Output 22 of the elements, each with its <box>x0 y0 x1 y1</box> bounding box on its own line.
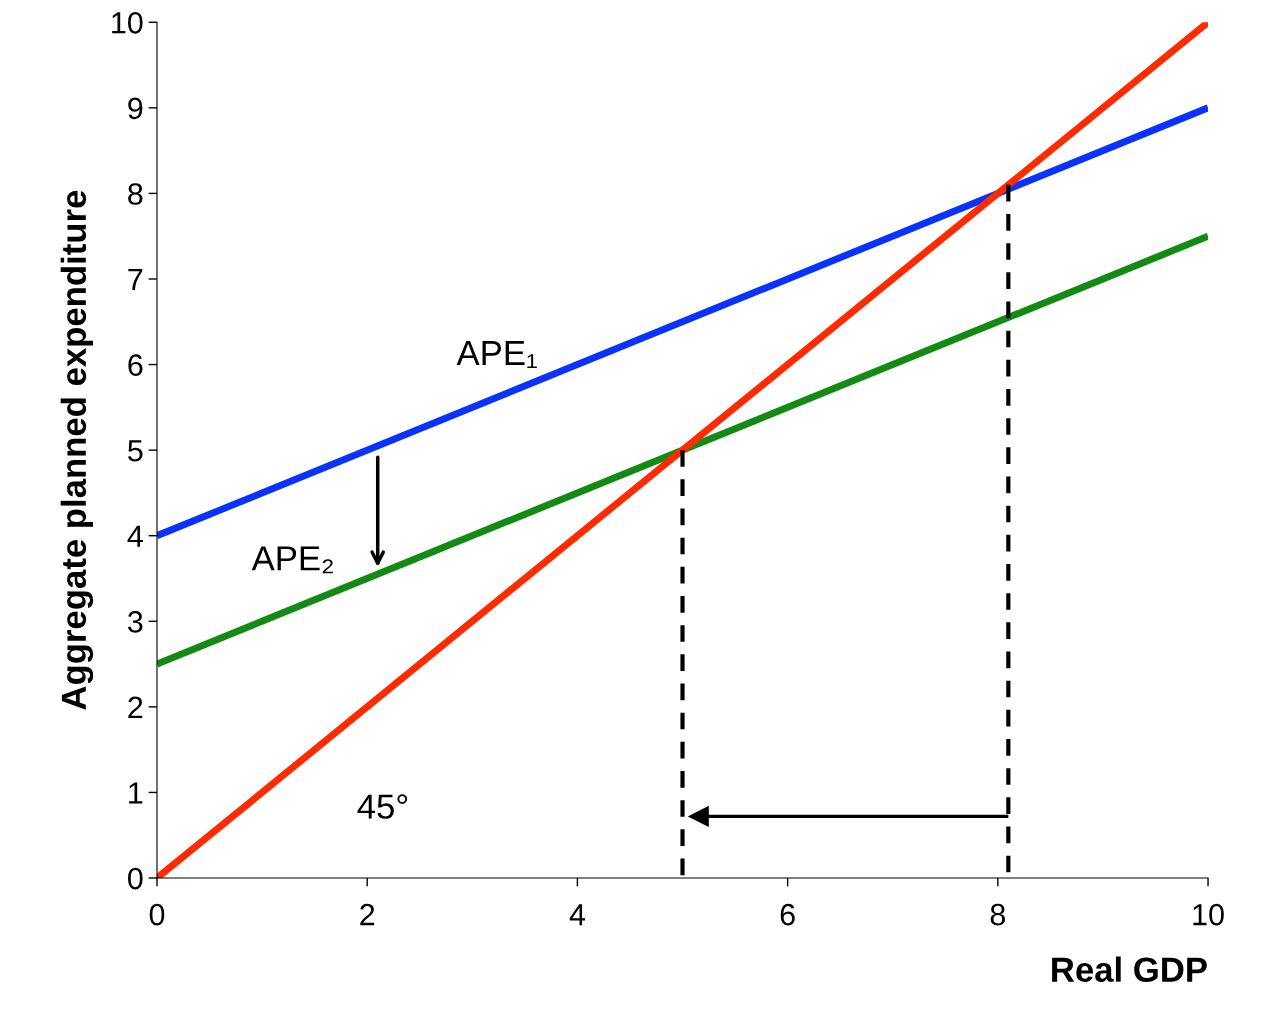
x-tick-label: 0 <box>149 903 165 926</box>
y-tick-label: 1 <box>129 782 143 804</box>
y-tick-label: 8 <box>128 183 143 205</box>
y-tick-label: 3 <box>127 611 143 633</box>
y-tick-label: 7 <box>128 269 143 291</box>
annotation: APE₁ <box>456 341 537 368</box>
y-tick-label: 6 <box>128 354 143 376</box>
annotation: 45° <box>357 794 408 819</box>
x-tick-label: 6 <box>780 903 795 926</box>
x-tick-label: 2 <box>360 903 375 926</box>
y-axis-title: Aggregate planned expenditure <box>60 190 94 710</box>
x-tick-label: 4 <box>569 904 586 926</box>
y-tick-label: 2 <box>128 696 143 718</box>
y-tick-label: 9 <box>128 97 143 120</box>
x-tick-label: 10 <box>1193 903 1224 926</box>
y-tick-label: 10 <box>112 12 143 34</box>
y-tick-label: 5 <box>128 440 143 462</box>
x-tick-label: 8 <box>990 903 1005 926</box>
y-tick-label: 0 <box>128 867 143 890</box>
annotation: APE₂ <box>251 546 333 574</box>
x-axis-title: Real GDP <box>1052 956 1207 982</box>
y-tick-label: 4 <box>127 525 143 547</box>
